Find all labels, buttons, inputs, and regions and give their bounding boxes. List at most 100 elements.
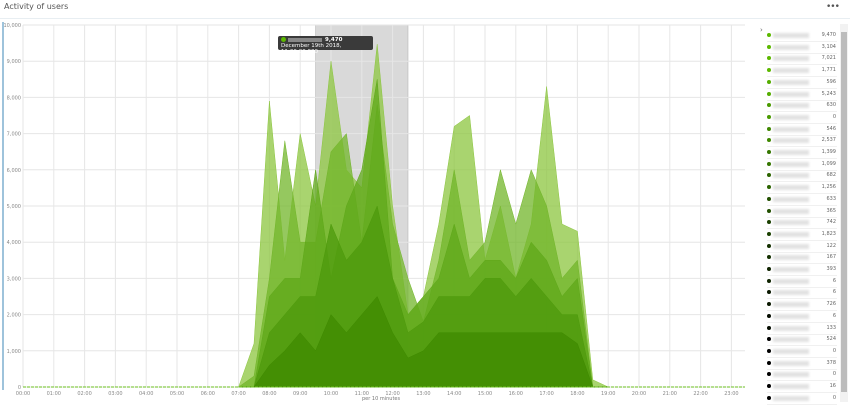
series-name-redacted xyxy=(773,372,809,378)
legend-value: 5,243 xyxy=(821,90,836,97)
x-tick-label: 19:00 xyxy=(601,391,615,397)
x-tick-label: 23:00 xyxy=(724,391,738,397)
series-dot-icon xyxy=(767,337,771,342)
legend-item[interactable]: 1,771 xyxy=(767,65,837,78)
legend-item[interactable]: 133 xyxy=(767,323,837,335)
legend-item[interactable]: 2,537 xyxy=(767,135,837,148)
legend-toggle-chevron-icon[interactable]: › xyxy=(760,26,763,34)
series-name-redacted xyxy=(773,337,809,343)
legend-item[interactable]: 6 xyxy=(767,311,837,323)
legend-item[interactable]: 6 xyxy=(767,287,837,300)
series-name-redacted xyxy=(288,37,322,42)
x-tick-label: 22:00 xyxy=(693,391,707,397)
legend-item[interactable]: 0 xyxy=(767,112,837,124)
legend-item[interactable]: 1,256 xyxy=(767,182,837,195)
series-dot-icon xyxy=(767,302,771,307)
legend-item[interactable]: 596 xyxy=(767,77,837,89)
x-tick-label: 13:00 xyxy=(416,391,430,397)
series-dot-icon xyxy=(767,138,771,143)
legend-item[interactable]: 1,099 xyxy=(767,159,837,171)
legend-item[interactable]: 7,021 xyxy=(767,53,837,66)
series-name-redacted xyxy=(773,161,809,167)
series-dot-icon xyxy=(767,196,771,201)
x-tick-label: 10:00 xyxy=(324,391,338,397)
series-name-redacted xyxy=(773,126,809,132)
legend-value: 633 xyxy=(826,195,836,202)
series-name-redacted xyxy=(773,91,809,97)
y-tick-label: 0 xyxy=(18,385,21,391)
x-tick-label: 14:00 xyxy=(447,391,461,397)
x-tick-label: 06:00 xyxy=(201,391,215,397)
legend-item[interactable]: 1,399 xyxy=(767,147,837,159)
legend-value: 133 xyxy=(826,324,836,331)
legend-value: 1,256 xyxy=(821,184,836,191)
legend-item[interactable]: 524 xyxy=(767,334,837,347)
legend-value: 2,537 xyxy=(821,137,836,144)
legend-item[interactable]: 16 xyxy=(767,381,837,393)
series-name-redacted xyxy=(773,33,809,38)
legend-item[interactable]: 742 xyxy=(767,217,837,230)
legend-item[interactable]: 167 xyxy=(767,252,837,265)
legend-value: 1,823 xyxy=(821,230,836,237)
series-dot-icon xyxy=(767,91,771,96)
divider xyxy=(0,18,850,19)
y-tick-label: 9,000 xyxy=(7,59,21,65)
series-name-redacted xyxy=(773,220,809,226)
legend-item[interactable]: 3,104 xyxy=(767,42,837,54)
series-dot-icon xyxy=(767,313,771,318)
legend-item[interactable]: 0 xyxy=(767,369,837,382)
series-name-redacted xyxy=(773,267,809,272)
panel-edge xyxy=(2,22,4,390)
series-name-redacted xyxy=(773,313,809,319)
series-name-redacted xyxy=(773,325,809,331)
legend-item[interactable]: 393 xyxy=(767,264,837,276)
series-name-redacted xyxy=(773,395,809,401)
legend-item[interactable]: 6 xyxy=(767,276,837,288)
series-dot-icon xyxy=(767,243,771,248)
legend-item[interactable]: 378 xyxy=(767,358,837,370)
x-tick-label: 00:00 xyxy=(16,391,30,397)
legend-item[interactable]: 0 xyxy=(767,393,837,405)
legend-value: 6 xyxy=(832,289,836,296)
tooltip-timestamp: December 19th 2018, 11:30:00.000 xyxy=(281,43,342,55)
legend-item[interactable]: 630 xyxy=(767,100,837,113)
chart-tooltip: 9,470 December 19th 2018, 11:30:00.000 xyxy=(278,36,373,55)
series-dot-icon xyxy=(767,348,771,353)
series-name-redacted xyxy=(773,114,809,120)
legend-value: 365 xyxy=(826,207,836,214)
x-tick-label: 05:00 xyxy=(170,391,184,397)
legend-value: 1,399 xyxy=(821,149,836,155)
series-dot-icon xyxy=(767,208,771,213)
series-dot-icon xyxy=(767,173,771,178)
legend-item[interactable]: 365 xyxy=(767,206,837,218)
series-name-redacted xyxy=(773,196,809,202)
y-tick-label: 2,000 xyxy=(7,313,21,319)
legend-item[interactable]: 546 xyxy=(767,124,837,136)
series-name-redacted xyxy=(773,68,809,74)
y-tick-label: 5,000 xyxy=(7,204,21,210)
series-dot-icon xyxy=(767,114,771,119)
series-name-redacted xyxy=(773,243,809,249)
series-dot-icon xyxy=(767,56,771,61)
legend-item[interactable]: 1,823 xyxy=(767,229,837,241)
legend-item[interactable]: 682 xyxy=(767,170,837,183)
legend-item[interactable]: 0 xyxy=(767,346,837,358)
scrollbar-thumb[interactable] xyxy=(841,32,847,392)
legend-item[interactable]: 122 xyxy=(767,241,837,253)
legend-item[interactable]: 633 xyxy=(767,194,837,206)
legend-item[interactable]: 726 xyxy=(767,299,837,312)
legend-item[interactable]: 9,470 xyxy=(767,30,837,42)
area-chart[interactable]: 0 1,000 2,000 3,000 4,000 5,000 6,000 7,000 8,00… xyxy=(0,0,750,404)
legend-value: 6 xyxy=(832,277,836,284)
legend-value: 1,771 xyxy=(821,67,836,74)
y-tick-label: 1,000 xyxy=(7,349,21,355)
y-tick-label: 8,000 xyxy=(7,95,21,101)
legend-scrollbar[interactable] xyxy=(840,24,848,402)
x-tick-label: 02:00 xyxy=(77,391,91,397)
ellipsis-icon[interactable]: ••• xyxy=(826,2,840,12)
x-tick-label: 20:00 xyxy=(632,391,646,397)
legend-value: 1,099 xyxy=(821,160,836,167)
legend-value: 0 xyxy=(832,113,836,120)
series-dot-icon xyxy=(767,395,771,400)
legend-item[interactable]: 5,243 xyxy=(767,89,837,101)
